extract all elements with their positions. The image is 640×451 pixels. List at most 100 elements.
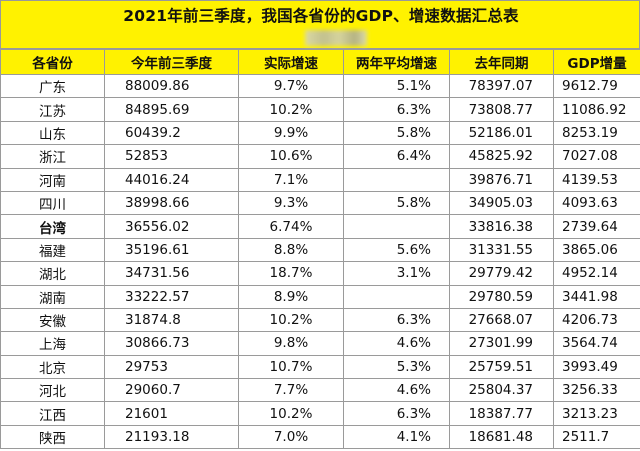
cell-increase: 3213.23 [553,401,640,426]
cell-ytd: 31874.8 [104,307,239,333]
cell-province: 浙江 [0,144,105,169]
table-row: 山东 60439.2 9.9% 5.8% 52186.01 8253.19 [0,120,640,146]
cell-ytd: 84895.69 [104,97,239,122]
cell-two-year-avg: 5.8% [343,190,450,216]
cell-two-year-avg: 3.1% [343,261,450,286]
cell-last-year: 31331.55 [449,237,554,263]
cell-last-year: 18681.48 [449,424,554,450]
cell-province: 广东 [0,73,105,99]
cell-ytd: 29060.7 [104,378,239,403]
cell-two-year-avg: 5.3% [343,354,450,380]
cell-increase: 3865.06 [553,237,640,263]
cell-growth: 10.2% [238,401,344,426]
cell-ytd: 60439.2 [104,120,239,146]
cell-last-year: 73808.77 [449,97,554,122]
cell-province: 江苏 [0,97,105,122]
cell-increase: 2739.64 [553,214,640,239]
cell-growth: 10.6% [238,144,344,169]
table-header-row: 各省份 今年前三季度 实际增速 两年平均增速 去年同期 GDP增量 [0,49,640,75]
cell-ytd: 21193.18 [104,424,239,450]
cell-increase: 3256.33 [553,378,640,403]
cell-growth: 9.9% [238,120,344,146]
cell-ytd: 30866.73 [104,331,239,356]
table-body: 广东 88009.86 9.7% 5.1% 78397.07 9612.79 江苏 84895… [0,73,640,450]
cell-two-year-avg: 4.1% [343,424,450,450]
cell-increase: 8253.19 [553,120,640,146]
cell-ytd: 52853 [104,144,239,169]
cell-increase: 4206.73 [553,307,640,333]
cell-ytd: 44016.24 [104,167,239,192]
cell-growth: 10.2% [238,307,344,333]
cell-province: 湖北 [0,261,105,286]
header-growth: 实际增速 [238,49,344,75]
cell-province: 上海 [0,331,105,356]
cell-two-year-avg: 6.3% [343,307,450,333]
cell-two-year-avg: 5.1% [343,73,450,99]
cell-province: 江西 [0,401,105,426]
cell-last-year: 29779.42 [449,261,554,286]
cell-province: 北京 [0,354,105,380]
cell-two-year-avg: 5.8% [343,120,450,146]
cell-two-year-avg [343,167,450,192]
cell-ytd: 33222.57 [104,284,239,309]
page-title: 2021年前三季度，我国各省份的GDP、增速数据汇总表 [123,7,519,25]
table-row: 四川 38998.66 9.3% 5.8% 34905.03 4093.63 [0,190,640,216]
cell-growth: 10.7% [238,354,344,380]
title-bar: 2021年前三季度，我国各省份的GDP、增速数据汇总表 [0,0,640,49]
cell-increase: 11086.92 [553,97,640,122]
cell-ytd: 34731.56 [104,261,239,286]
cell-province: 湖南 [0,284,105,309]
table-row: 北京 29753 10.7% 5.3% 25759.51 3993.49 [0,354,640,380]
cell-growth: 10.2% [238,97,344,122]
table-row: 浙江 52853 10.6% 6.4% 45825.92 7027.08 [0,144,640,169]
table-row: 广东 88009.86 9.7% 5.1% 78397.07 9612.79 [0,73,640,99]
cell-growth: 7.0% [238,424,344,450]
table-row: 安徽 31874.8 10.2% 6.3% 27668.07 4206.73 [0,307,640,333]
table-row: 河北 29060.7 7.7% 4.6% 25804.37 3256.33 [0,378,640,403]
cell-two-year-avg [343,284,450,309]
cell-ytd: 38998.66 [104,190,239,216]
watermark-blur [305,30,367,46]
cell-increase: 9612.79 [553,73,640,99]
header-ytd: 今年前三季度 [104,49,239,75]
cell-increase: 2511.7 [553,424,640,450]
header-increase: GDP增量 [553,49,640,75]
table-row: 台湾 36556.02 6.74% 33816.38 2739.64 [0,214,640,239]
cell-increase: 4093.63 [553,190,640,216]
cell-growth: 18.7% [238,261,344,286]
cell-province: 四川 [0,190,105,216]
cell-province: 陕西 [0,424,105,450]
cell-province: 台湾 [0,214,105,239]
cell-province: 福建 [0,237,105,263]
cell-growth: 9.8% [238,331,344,356]
cell-ytd: 21601 [104,401,239,426]
cell-last-year: 25804.37 [449,378,554,403]
cell-last-year: 39876.71 [449,167,554,192]
cell-last-year: 52186.01 [449,120,554,146]
table-row: 上海 30866.73 9.8% 4.6% 27301.99 3564.74 [0,331,640,356]
cell-last-year: 29780.59 [449,284,554,309]
table-row: 江西 21601 10.2% 6.3% 18387.77 3213.23 [0,401,640,426]
table-row: 湖北 34731.56 18.7% 3.1% 29779.42 4952.14 [0,261,640,286]
cell-growth: 8.8% [238,237,344,263]
cell-two-year-avg [343,214,450,239]
cell-two-year-avg: 4.6% [343,331,450,356]
cell-province: 安徽 [0,307,105,333]
table-row: 陕西 21193.18 7.0% 4.1% 18681.48 2511.7 [0,424,640,450]
cell-two-year-avg: 4.6% [343,378,450,403]
cell-ytd: 88009.86 [104,73,239,99]
cell-province: 河南 [0,167,105,192]
gdp-table: 各省份 今年前三季度 实际增速 两年平均增速 去年同期 GDP增量 广东 8800… [0,49,640,450]
cell-increase: 4952.14 [553,261,640,286]
cell-increase: 7027.08 [553,144,640,169]
cell-increase: 3993.49 [553,354,640,380]
cell-increase: 4139.53 [553,167,640,192]
cell-province: 山东 [0,120,105,146]
header-province: 各省份 [0,49,105,75]
cell-province: 河北 [0,378,105,403]
cell-growth: 6.74% [238,214,344,239]
cell-growth: 9.3% [238,190,344,216]
cell-growth: 7.7% [238,378,344,403]
cell-two-year-avg: 6.3% [343,97,450,122]
cell-ytd: 29753 [104,354,239,380]
